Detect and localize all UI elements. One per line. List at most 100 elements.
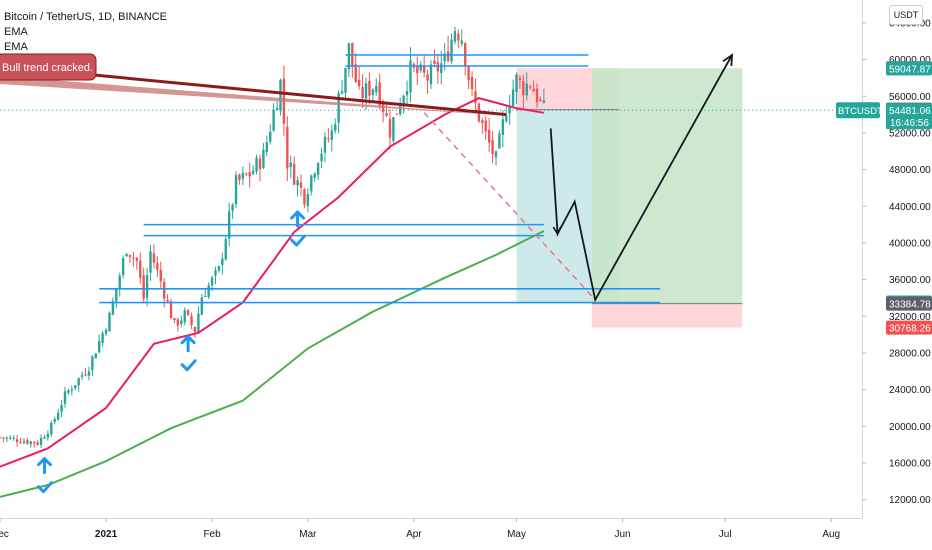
check-icon <box>36 481 53 494</box>
y-tick-label: 28000.00 <box>889 348 931 359</box>
candle-body <box>296 180 299 186</box>
candle-body <box>111 300 115 315</box>
price-axis <box>862 0 932 550</box>
candle-body <box>2 437 5 439</box>
candle-body <box>5 437 9 439</box>
candle-body <box>272 110 275 131</box>
candle-body <box>539 99 542 101</box>
candle-body <box>522 81 525 96</box>
candle-body <box>162 282 166 299</box>
x-tick-label: Dec <box>0 529 9 540</box>
candle-body <box>210 277 214 286</box>
candle-body <box>63 391 67 404</box>
candle-body <box>46 433 50 438</box>
candle-body <box>532 88 535 92</box>
candle-body <box>467 66 470 81</box>
candle-body <box>334 124 337 131</box>
candle-body <box>368 80 371 96</box>
up-arrow-icon <box>36 457 52 475</box>
candle-body <box>542 100 546 103</box>
candle-body <box>22 441 26 443</box>
candle-body <box>94 353 97 359</box>
x-tick-label: May <box>507 529 526 540</box>
y-tick-label: 40000.00 <box>889 238 931 249</box>
candle-body <box>60 404 63 412</box>
candle-body <box>306 193 310 207</box>
chart-legend: Bitcoin / TetherUS, 1D, BINANCE EMA EMA <box>4 10 167 55</box>
candle-body <box>142 275 145 299</box>
candle-body <box>70 389 74 391</box>
candle-body <box>84 374 87 376</box>
candle-body <box>299 182 303 188</box>
candle-body <box>378 82 381 106</box>
x-tick-label: 2021 <box>95 529 118 540</box>
candle-body <box>525 83 528 96</box>
trend-arrow-shadow <box>0 76 507 116</box>
candle-body <box>330 130 333 140</box>
candle-body <box>234 175 238 204</box>
y-tick-label: 16000.00 <box>889 458 931 469</box>
candle-body <box>275 107 279 111</box>
candle-body <box>197 313 200 332</box>
candle-body <box>313 173 316 178</box>
legend-ema-2[interactable]: EMA <box>4 41 28 53</box>
candle-body <box>371 89 375 95</box>
candle-body <box>224 239 227 260</box>
candle-body <box>292 163 296 185</box>
bounce-marker <box>290 210 307 247</box>
candle-body <box>505 115 508 122</box>
price-tag-label: 54481.06 <box>889 106 931 117</box>
candle-body <box>357 79 361 87</box>
y-tick-label: 24000.00 <box>889 385 931 396</box>
candle-body <box>535 88 539 103</box>
annotation-text: Bull trend cracked. <box>2 62 93 74</box>
bounce-marker <box>180 335 197 372</box>
candle-body <box>258 158 262 169</box>
candle-body <box>440 63 443 74</box>
long-stop-zone <box>591 303 743 328</box>
candle-body <box>173 318 176 320</box>
candle-body <box>409 60 412 93</box>
candle-body <box>340 91 344 94</box>
candle-body <box>501 119 505 135</box>
candle-body <box>518 78 522 80</box>
price-tag-box <box>886 103 932 130</box>
candle-body <box>74 385 77 389</box>
price-tag-label: 30768.26 <box>889 324 931 335</box>
candle-body <box>474 91 477 104</box>
candle-body <box>511 89 515 107</box>
candle-body <box>166 299 169 302</box>
projection-arrowhead <box>722 53 734 67</box>
candle-body <box>33 441 36 444</box>
candle-body <box>149 251 152 273</box>
candle-body <box>121 258 125 276</box>
candle-body <box>183 310 186 322</box>
candle-body <box>108 312 111 332</box>
legend-ema-1[interactable]: EMA <box>4 26 28 38</box>
candle-body <box>347 43 351 70</box>
symbol-tag-box <box>836 102 880 119</box>
candle-body <box>101 333 104 343</box>
candle-body <box>248 171 251 177</box>
candle-body <box>180 320 183 324</box>
ema-slow-line <box>0 230 545 498</box>
candle-body <box>207 285 210 297</box>
check-icon <box>290 234 307 247</box>
ema-fast-line <box>0 97 545 468</box>
candle-body <box>36 442 39 445</box>
currency-badge[interactable]: USDT <box>889 5 923 25</box>
candle-body <box>279 79 282 111</box>
candle-body <box>43 437 46 439</box>
candle-body <box>481 120 484 124</box>
candle-body <box>26 440 29 444</box>
candle-body <box>303 189 306 205</box>
candle-body <box>156 263 159 270</box>
candle-body <box>255 157 258 172</box>
candle-body <box>453 30 457 42</box>
candle-body <box>337 93 340 123</box>
candle-body <box>67 390 70 393</box>
candle-body <box>443 53 446 62</box>
symbol-tag: BTCUSDT <box>836 102 883 119</box>
chart-title: Bitcoin / TetherUS, 1D, BINANCE <box>4 11 168 23</box>
